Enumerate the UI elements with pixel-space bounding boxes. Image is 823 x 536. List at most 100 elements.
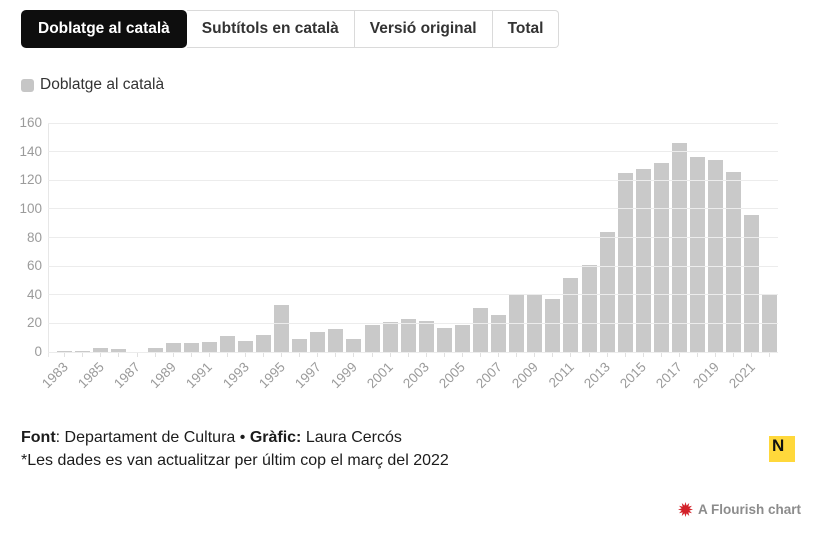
x-tick-2018 — [697, 352, 698, 357]
x-tick-1985 — [100, 352, 102, 357]
x-tick-2021 — [751, 352, 753, 357]
bar-2013[interactable] — [599, 231, 615, 352]
y-axis-line — [48, 123, 49, 357]
y-axis-label-120: 120 — [19, 172, 42, 188]
bar-2002[interactable] — [400, 319, 416, 352]
credit-value: Laura Cercós — [301, 429, 402, 446]
legend-swatch-icon — [21, 78, 34, 92]
bar-2010[interactable] — [545, 299, 561, 352]
source-line: Font: Departament de Cultura • Gràfic: L… — [21, 426, 449, 449]
legend-label: Doblatge al català — [40, 76, 165, 93]
tab-doblatge-al-catala[interactable]: Doblatge al català — [21, 10, 187, 48]
x-tick-1995 — [281, 352, 283, 357]
x-tick-2014 — [624, 352, 626, 357]
y-axis-label-160: 160 — [19, 115, 42, 130]
source-label: Font — [21, 429, 56, 446]
x-tick-2006 — [480, 352, 482, 357]
bar-2021[interactable] — [744, 214, 760, 352]
source-value: : Departament de Cultura — [55, 429, 236, 446]
x-tick-1983 — [64, 352, 66, 357]
nacio-digital-logo: N — [769, 436, 795, 462]
x-tick-2002 — [407, 352, 409, 357]
x-tick-2003 — [425, 352, 427, 357]
x-tick-1996 — [299, 352, 301, 357]
bar-1996[interactable] — [292, 339, 308, 352]
x-tick-1984 — [82, 352, 84, 357]
bar-2020[interactable] — [726, 171, 742, 352]
bar-1983[interactable] — [57, 350, 73, 352]
nacio-logo-letter: N — [772, 436, 785, 455]
bar-2012[interactable] — [581, 264, 597, 352]
gridline-140 — [48, 151, 778, 153]
bar-1985[interactable] — [93, 347, 109, 352]
tab-bar: Doblatge al català Subtítols en català V… — [21, 10, 560, 48]
x-tick-2022 — [769, 352, 771, 357]
y-axis-label-20: 20 — [26, 315, 42, 331]
bar-1994[interactable] — [256, 334, 272, 352]
bar-2017[interactable] — [671, 143, 687, 352]
bar-2016[interactable] — [653, 163, 669, 352]
x-tick-1998 — [335, 352, 337, 357]
x-tick-1989 — [172, 352, 174, 357]
bar-1986[interactable] — [111, 349, 127, 352]
tab-versio-original[interactable]: Versió original — [354, 10, 493, 48]
x-tick-1987 — [136, 352, 138, 357]
bar-1997[interactable] — [310, 331, 326, 352]
bar-2018[interactable] — [690, 157, 705, 352]
gridline-40 — [48, 294, 778, 296]
tab-total[interactable]: Total — [492, 10, 560, 48]
x-tick-1990 — [190, 352, 192, 357]
bar-2015[interactable] — [635, 168, 651, 352]
bar-2006[interactable] — [473, 307, 489, 352]
bar-1990[interactable] — [183, 343, 199, 352]
x-tick-1999 — [353, 352, 355, 357]
bar-2011[interactable] — [563, 277, 579, 352]
bar-1998[interactable] — [328, 329, 344, 352]
y-axis-label-80: 80 — [26, 229, 42, 245]
y-axis-label-100: 100 — [19, 200, 42, 216]
x-tick-2005 — [461, 352, 463, 357]
footer: Font: Departament de Cultura • Gràfic: L… — [21, 426, 449, 472]
bar-2001[interactable] — [382, 321, 398, 352]
gridline-160 — [48, 122, 778, 124]
bar-2005[interactable] — [454, 324, 470, 352]
tab-subtitols-en-catala[interactable]: Subtítols en català — [186, 10, 355, 48]
bar-1992[interactable] — [219, 336, 235, 352]
bar-1988[interactable] — [147, 347, 163, 352]
x-tick-2019 — [715, 352, 717, 357]
y-axis-label-60: 60 — [26, 258, 42, 274]
x-tick-2008 — [516, 352, 518, 357]
bar-2000[interactable] — [364, 324, 380, 352]
x-tick-1993 — [245, 352, 246, 357]
flourish-credit-link[interactable]: A Flourish chart — [678, 502, 801, 517]
flourish-burst-icon — [678, 502, 693, 517]
bar-2004[interactable] — [436, 327, 452, 352]
x-tick-2011 — [570, 352, 572, 357]
bar-2007[interactable] — [491, 314, 507, 352]
bar-1991[interactable] — [201, 341, 217, 352]
update-note: *Les dades es van actualitzar per últim … — [21, 452, 449, 469]
x-tick-2013 — [606, 352, 608, 357]
gridline-60 — [48, 265, 778, 267]
x-tick-2016 — [660, 352, 662, 357]
bar-1999[interactable] — [346, 339, 362, 352]
bar-2003[interactable] — [418, 320, 434, 352]
x-tick-2017 — [678, 352, 680, 357]
x-tick-1992 — [226, 352, 228, 357]
x-tick-2012 — [588, 352, 590, 357]
x-tick-2007 — [498, 352, 500, 357]
bar-1984[interactable] — [75, 350, 91, 352]
x-tick-2010 — [552, 352, 554, 357]
y-axis-label-140: 140 — [19, 143, 42, 159]
bar-1993[interactable] — [238, 340, 253, 352]
bar-1995[interactable] — [274, 304, 290, 352]
footer-separator: • — [235, 429, 250, 446]
x-tick-1991 — [208, 352, 210, 357]
bar-1989[interactable] — [165, 343, 181, 352]
gridline-0 — [48, 351, 778, 353]
gridline-120 — [48, 179, 778, 181]
bar-2019[interactable] — [708, 160, 724, 352]
bar-2014[interactable] — [617, 173, 633, 352]
x-tick-1994 — [263, 352, 265, 357]
